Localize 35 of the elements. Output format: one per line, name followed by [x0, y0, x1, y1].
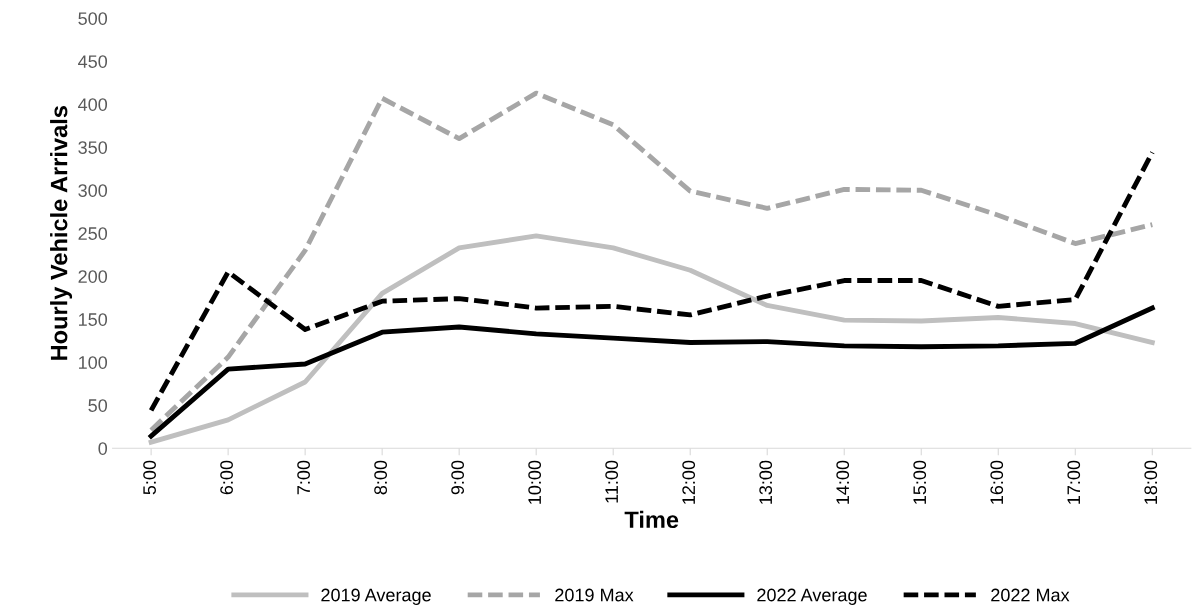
x-tick-label: 9:00 [451, 460, 465, 495]
y-tick-label: 350 [78, 141, 108, 154]
x-tick-label: 11:00 [605, 460, 619, 503]
legend-label: 2019 Max [555, 588, 634, 602]
x-tick-label: 14:00 [836, 460, 850, 504]
x-tick-label: 13:00 [759, 460, 773, 504]
legend-label: 2022 Max [991, 588, 1070, 602]
legend-label: 2019 Average [321, 588, 431, 605]
y-tick-label: 450 [78, 55, 108, 68]
x-tick-label: 6:00 [220, 460, 233, 495]
line-series [148, 90, 1155, 433]
y-tick-label: 150 [79, 313, 108, 326]
y-tick-label: 250 [78, 227, 108, 240]
y-tick-label: 300 [78, 184, 108, 197]
x-tick-label: 10:00 [528, 460, 542, 504]
x-tick-label: 15:00 [913, 460, 927, 504]
x-tick-label: 8:00 [374, 460, 388, 495]
y-tick-label: 500 [78, 12, 108, 25]
line-series [148, 233, 1155, 445]
x-tick-label: 7:00 [297, 460, 310, 495]
x-axis-title: Time [624, 510, 679, 529]
line-series [148, 305, 1155, 439]
x-tick-label: 5:00 [143, 460, 156, 495]
y-axis-title: Hourly Vehicle Arrivals [50, 106, 73, 360]
y-tick-label: 200 [78, 270, 108, 283]
y-tick-label: 100 [79, 356, 108, 369]
line-series [148, 149, 1155, 413]
x-tick-label: 12:00 [682, 460, 696, 504]
x-tick-label: 16:00 [990, 460, 1004, 504]
y-tick-label: 400 [78, 98, 108, 111]
x-tick-label: 18:00 [1144, 460, 1158, 504]
y-tick-label: 0 [98, 442, 108, 455]
legend-label: 2022 Average [757, 588, 867, 605]
y-tick-label: 50 [88, 399, 108, 412]
x-tick-label: 17:00 [1067, 460, 1081, 504]
